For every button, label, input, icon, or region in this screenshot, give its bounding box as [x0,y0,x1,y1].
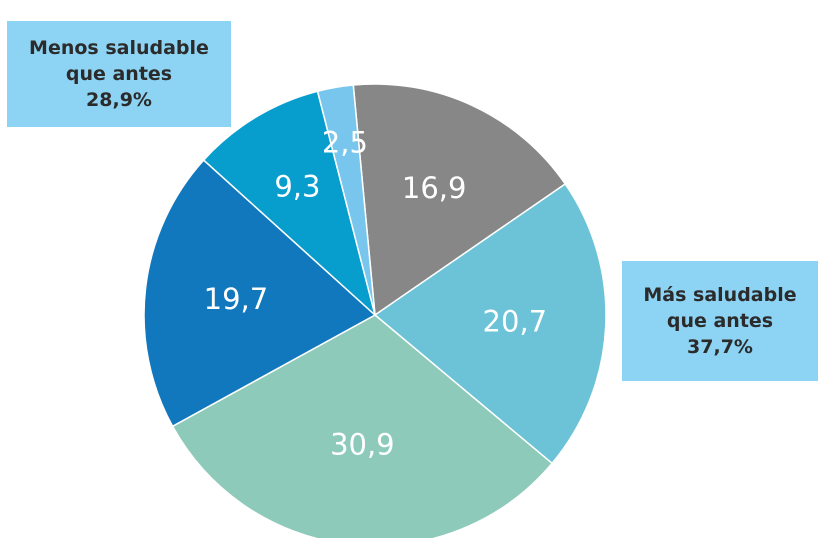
pie-slice-label-4: 9,3 [274,170,320,204]
callout-mas-line-1: Más saludable [643,284,797,306]
callout-mas-saludable: Más saludable que antes 37,7% [622,261,818,381]
pie-slices [143,83,607,538]
callout-menos-line-1: Menos saludable [29,37,209,59]
callout-mas-line-2: que antes [666,310,774,332]
callout-menos-line-2: que antes [65,63,173,85]
pie-slice-0 [352,83,567,317]
pie-slice-5 [316,84,376,316]
pie-slice-2 [171,314,554,538]
pie-slice-label-5: 2,5 [322,126,368,160]
pie-labels: 16,9 20,7 30,9 19,7 9,32,5 [204,126,547,462]
callout-menos-saludable: Menos saludable que antes 28,9% [7,21,231,127]
callout-menos-line-3: 28,9% [86,89,152,111]
pie-slice-1 [373,182,607,465]
pie-slice-label-0: 16,9 [402,171,467,205]
pie-slice-3 [143,159,377,428]
pie-slice-4 [202,90,377,318]
pie-slice-label-1: 20,7 [483,305,548,339]
callout-mas-line-3: 37,7% [687,336,753,358]
pie-slice-label-3: 19,7 [204,282,269,316]
pie-slice-label-2: 30,9 [330,427,395,461]
